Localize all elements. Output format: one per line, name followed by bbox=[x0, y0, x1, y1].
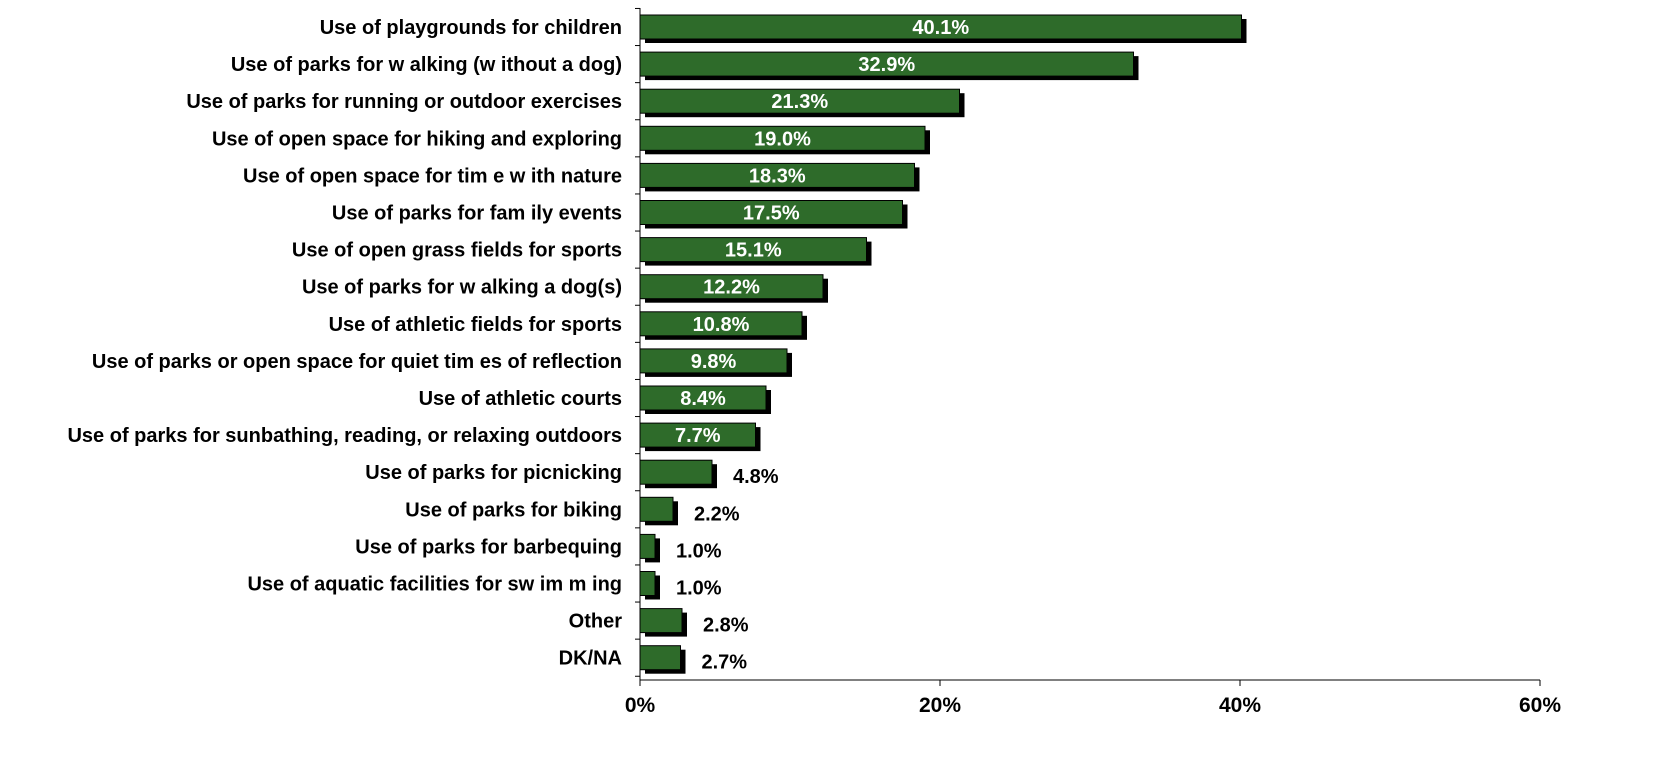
x-tick-label: 20% bbox=[919, 694, 961, 717]
data-label: 9.8% bbox=[691, 351, 737, 373]
category-label: Use of aquatic facilities for sw im m in… bbox=[247, 574, 622, 596]
data-label: 1.0% bbox=[676, 578, 722, 600]
bar bbox=[639, 645, 681, 671]
data-label: 2.8% bbox=[703, 615, 749, 637]
category-label: DK/NA bbox=[559, 648, 622, 670]
bar bbox=[639, 200, 903, 225]
category-label: Other bbox=[569, 611, 623, 633]
bar bbox=[639, 162, 915, 188]
bar bbox=[639, 311, 803, 337]
bar bbox=[639, 88, 960, 114]
category-label: Use of parks for running or outdoor exer… bbox=[186, 91, 622, 113]
category-label: Use of parks for biking bbox=[405, 499, 622, 521]
data-label: 15.1% bbox=[725, 240, 782, 262]
category-label: Use of athletic fields for sports bbox=[329, 314, 622, 336]
category-label: Use of open space for hiking and explori… bbox=[212, 128, 622, 150]
data-label: 4.8% bbox=[733, 466, 779, 488]
category-label: Use of open space for tim e w ith nature bbox=[243, 165, 622, 187]
data-label: 7.7% bbox=[675, 425, 721, 447]
category-label: Use of parks for w alking (w ithout a do… bbox=[231, 54, 622, 76]
bar bbox=[639, 51, 1134, 77]
data-label: 32.9% bbox=[858, 54, 915, 76]
category-label: Use of parks for sunbathing, reading, or… bbox=[67, 425, 622, 447]
bar bbox=[639, 14, 1242, 40]
data-label: 1.0% bbox=[676, 540, 722, 562]
bar bbox=[639, 385, 767, 411]
category-label: Use of parks for w alking a dog(s) bbox=[302, 277, 622, 299]
x-tick-label: 40% bbox=[1219, 694, 1261, 717]
bar bbox=[639, 274, 824, 300]
bar bbox=[639, 459, 713, 485]
data-label: 8.4% bbox=[680, 388, 726, 410]
data-label: 2.7% bbox=[702, 652, 748, 674]
category-label: Use of parks for picnicking bbox=[365, 462, 622, 484]
bar bbox=[639, 533, 656, 559]
bar bbox=[639, 422, 756, 448]
data-label: 17.5% bbox=[743, 203, 800, 225]
bar bbox=[639, 571, 656, 596]
data-label: 40.1% bbox=[912, 17, 969, 39]
bar bbox=[639, 496, 674, 522]
category-label: Use of open grass fields for sports bbox=[292, 240, 622, 262]
data-label: 21.3% bbox=[771, 91, 828, 113]
category-label: Use of athletic courts bbox=[419, 388, 622, 410]
category-label: Use of parks for fam ily events bbox=[332, 203, 622, 225]
bar bbox=[639, 608, 683, 634]
category-label: Use of parks for barbequing bbox=[355, 536, 622, 558]
bar bbox=[639, 125, 926, 151]
bar bbox=[639, 237, 867, 263]
data-label: 10.8% bbox=[693, 314, 750, 336]
data-label: 12.2% bbox=[703, 277, 760, 299]
data-label: 2.2% bbox=[694, 503, 740, 525]
x-tick-label: 0% bbox=[625, 694, 656, 717]
category-label: Use of parks or open space for quiet tim… bbox=[92, 351, 622, 373]
category-label: Use of playgrounds for children bbox=[320, 17, 622, 39]
data-label: 18.3% bbox=[749, 165, 806, 187]
bar bbox=[639, 348, 788, 374]
data-label: 19.0% bbox=[754, 128, 811, 150]
x-tick-label: 60% bbox=[1519, 694, 1561, 717]
